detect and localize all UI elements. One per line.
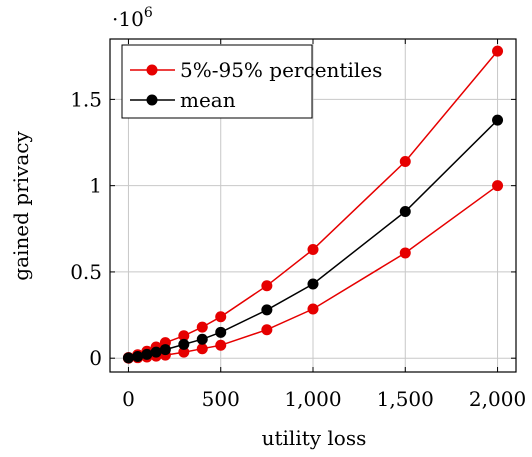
data-point (132, 350, 144, 362)
tick-labels: 0 500 1,000 1,500 2,000 0 0.5 1 1.5 (70, 87, 526, 411)
data-point (215, 311, 227, 323)
data-point (196, 333, 208, 345)
data-point (261, 280, 273, 292)
series-layer (122, 45, 504, 364)
data-point (492, 114, 504, 126)
data-point (492, 180, 504, 192)
data-point (150, 346, 162, 358)
data-point (178, 330, 190, 342)
data-point (307, 303, 319, 315)
data-point (141, 348, 153, 360)
legend-label-percentiles: 5%-95% percentiles (180, 58, 382, 82)
legend-label-mean: mean (180, 88, 236, 112)
data-point (215, 326, 227, 338)
legend: 5%-95% percentiles mean (121, 44, 382, 119)
y-axis-title: gained privacy (9, 131, 33, 281)
axis-ticks (110, 39, 516, 372)
y-tick-label: 1 (89, 174, 102, 198)
data-point (215, 339, 227, 351)
data-point (159, 344, 171, 356)
data-point (178, 338, 190, 350)
x-axis-title: utility loss (262, 426, 367, 450)
data-point (399, 206, 411, 218)
data-point (492, 45, 504, 57)
legend-marker-mean (146, 94, 158, 106)
data-point (261, 304, 273, 316)
data-point (399, 247, 411, 259)
data-point (178, 346, 190, 358)
x-tick-label: 500 (202, 387, 240, 411)
y-scale-exponent: 6 (144, 5, 153, 21)
y-tick-label: 0.5 (70, 260, 102, 284)
legend-marker-percentiles (146, 64, 158, 76)
x-tick-label: 2,000 (469, 387, 526, 411)
y-tick-label: 0 (89, 346, 102, 370)
data-point (196, 343, 208, 355)
x-tick-label: 1,000 (284, 387, 341, 411)
y-tick-label: 1.5 (70, 87, 102, 111)
data-point (196, 321, 208, 333)
data-point (307, 243, 319, 255)
y-scale-label: ·106 (112, 5, 153, 31)
data-point (399, 156, 411, 168)
x-tick-label: 1,500 (377, 387, 434, 411)
data-point (122, 352, 134, 364)
x-tick-label: 0 (122, 387, 135, 411)
data-point (261, 324, 273, 336)
legend-box (121, 44, 313, 119)
data-point (307, 278, 319, 290)
